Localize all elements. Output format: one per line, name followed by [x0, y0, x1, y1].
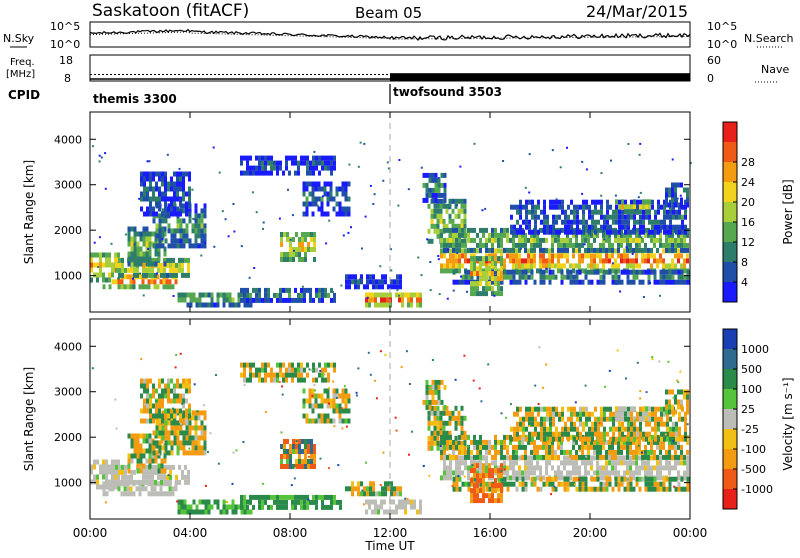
colorbar-swatch [723, 202, 737, 223]
y-tick-label: 3000 [54, 386, 82, 399]
colorbar-tick-label: -1000 [741, 483, 773, 496]
colorbar-tick-label: -500 [741, 463, 766, 476]
x-tick-label: 08:00 [273, 526, 308, 540]
power-ylabel: Slant Range [km] [22, 160, 36, 264]
colorbar-tick-label: 28 [741, 156, 755, 169]
station-title: Saskatoon (fitACF) [92, 1, 249, 21]
colorbar-swatch [723, 469, 737, 490]
colorbar-tick-label: 25 [741, 403, 755, 416]
nsky-tick-top: 10^5 [50, 20, 80, 33]
colorbar-swatch [723, 349, 737, 370]
power-panel: 1000 2000 3000 4000 Slant Range [km] 4 8 12 16… [22, 111, 795, 313]
colorbar-tick-label: 100 [741, 383, 762, 396]
y-tick-label: 2000 [54, 224, 82, 237]
freq-unit-label: [MHz] [6, 69, 35, 80]
colorbar-swatch [723, 182, 737, 203]
x-tick-label: 20:00 [573, 526, 608, 540]
colorbar-swatch [723, 282, 737, 303]
velocity-colorbar-label: Velocity [m s⁻¹] [781, 377, 795, 470]
colorbar-tick-label: 4 [741, 276, 748, 289]
nsky-frame [89, 21, 691, 48]
freq-tick-top: 18 [59, 54, 73, 67]
colorbar-swatch [723, 162, 737, 183]
colorbar-swatch [723, 409, 737, 430]
velocity-heatmap [90, 346, 690, 515]
colorbar-swatch [723, 262, 737, 283]
y-tick-label: 4000 [54, 133, 82, 146]
colorbar-swatch [723, 122, 737, 143]
time-axis-ticks: 00:00 04:00 08:00 12:00 16:00 20:00 00:00 [73, 112, 708, 540]
colorbar-swatch [723, 329, 737, 350]
colorbar-swatch [723, 429, 737, 450]
x-tick-label: 12:00 [373, 526, 408, 540]
cpid-label: CPID [8, 88, 40, 102]
y-tick-label: 1000 [54, 270, 82, 283]
y-tick-label: 4000 [54, 340, 82, 353]
nsearch-label: N.Search [744, 32, 794, 45]
colorbar-swatch [723, 449, 737, 470]
colorbar-swatch [723, 142, 737, 163]
power-y-ticks: 1000 2000 3000 4000 [54, 133, 690, 283]
time-axis-label: Time UT [364, 539, 415, 553]
colorbar-swatch [723, 369, 737, 390]
nsearch-tick-bottom: 10^0 [707, 38, 737, 51]
colorbar-tick-label: -25 [741, 423, 759, 436]
y-tick-label: 3000 [54, 179, 82, 192]
nsky-panel: N.Sky 10^5 10^0 10^5 10^0 N.Search [3, 20, 794, 51]
cpid-mode-twofsound: twofsound 3503 [393, 85, 502, 99]
colorbar-swatch [723, 389, 737, 410]
colorbar-tick-label: 8 [741, 256, 748, 269]
velocity-y-ticks: 1000 2000 3000 4000 [54, 340, 690, 490]
power-colorbar: 4 8 12 16 20 24 28 [722, 121, 755, 303]
velocity-panel: 1000 2000 3000 4000 Slant Range [km] 1000 50… [22, 318, 795, 520]
colorbar-tick-label: 12 [741, 236, 755, 249]
colorbar-tick-label: 1000 [741, 343, 769, 356]
y-tick-label: 1000 [54, 477, 82, 490]
colorbar-swatch [723, 222, 737, 243]
colorbar-swatch [723, 489, 737, 510]
colorbar-tick-label: 16 [741, 216, 755, 229]
nsky-label: N.Sky [3, 32, 35, 45]
cpid-row: CPID themis 3300 twofsound 3503 [8, 84, 502, 106]
colorbar-tick-label: 500 [741, 363, 762, 376]
nave-tick-bottom: 0 [707, 72, 714, 85]
x-tick-label: 00:00 [73, 526, 108, 540]
velocity-colorbar: 1000 500 100 25 -25 -100 -500 -1000 [722, 328, 773, 510]
power-colorbar-label: Power [dB] [781, 179, 795, 244]
power-heatmap [90, 141, 692, 308]
y-tick-label: 2000 [54, 431, 82, 444]
freq-panel: Freq. [MHz] 18 8 60 0 Nave [6, 54, 789, 85]
colorbar-swatch [723, 242, 737, 263]
velocity-ylabel: Slant Range [km] [22, 367, 36, 471]
x-tick-label: 00:00 [673, 526, 708, 540]
colorbar-tick-label: 24 [741, 176, 755, 189]
freq-tick-bottom: 8 [64, 72, 71, 85]
nsearch-tick-top: 10^5 [707, 20, 737, 33]
beam-title: Beam 05 [355, 4, 422, 22]
date-title: 24/Mar/2015 [586, 2, 688, 21]
x-tick-label: 16:00 [473, 526, 508, 540]
nave-series [90, 73, 690, 81]
cpid-mode-themis: themis 3300 [93, 92, 177, 106]
freq-label: Freq. [10, 57, 35, 68]
nsky-tick-bottom: 10^0 [50, 38, 80, 51]
nave-label: Nave [761, 63, 789, 76]
nave-tick-top: 60 [707, 54, 721, 67]
nsearch-series [90, 31, 690, 40]
colorbar-tick-label: 20 [741, 196, 755, 209]
x-tick-label: 04:00 [173, 526, 208, 540]
nave-block [390, 73, 690, 81]
nsky-series [89, 28, 691, 41]
colorbar-tick-label: -100 [741, 443, 766, 456]
